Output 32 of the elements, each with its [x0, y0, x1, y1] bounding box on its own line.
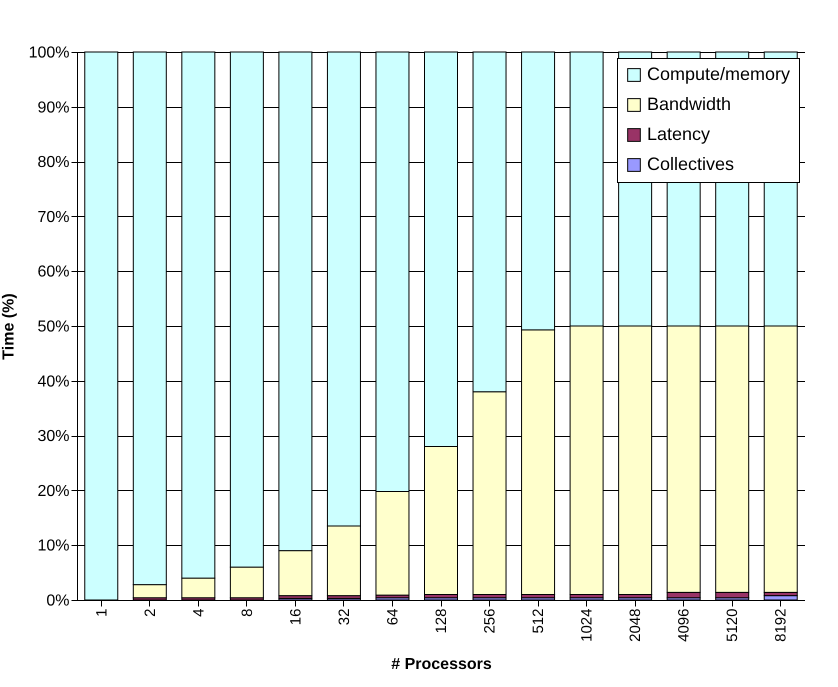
y-axis-title: Time (%): [0, 293, 18, 360]
legend-label: Collectives: [647, 154, 734, 174]
y-tick-label: 80%: [37, 154, 70, 172]
y-tick-label: 20%: [37, 482, 70, 500]
x-tick-label: 64: [384, 608, 402, 626]
x-tick-label: 16: [287, 608, 304, 626]
x-tick-label: 2048: [627, 608, 644, 642]
y-tick-label: 70%: [37, 208, 70, 226]
x-tick-label: 5120: [724, 608, 742, 642]
y-tick-label: 100%: [28, 44, 70, 62]
x-tick-label: 128: [433, 608, 450, 634]
x-tick-label: 4096: [676, 608, 693, 642]
x-tick-label: 512: [530, 608, 548, 634]
x-tick-label: 2: [142, 608, 159, 617]
y-tick-label: 90%: [37, 99, 70, 116]
legend-label: Bandwidth: [647, 94, 732, 114]
x-tick-label: 8: [238, 608, 256, 617]
legend-label: Compute/memory: [647, 64, 790, 84]
x-axis-title: # Processors: [391, 656, 492, 673]
x-tick-label: 32: [336, 608, 353, 626]
y-tick-label: 60%: [37, 264, 70, 281]
y-tick-label: 50%: [37, 318, 70, 336]
x-tick-label: 8192: [772, 608, 790, 642]
y-tick-label: 0%: [46, 592, 70, 610]
x-tick-label: 256: [482, 608, 499, 634]
x-tick-label: 1: [93, 608, 110, 617]
y-tick-label: 30%: [37, 428, 70, 446]
y-tick-label: 40%: [37, 373, 70, 390]
legend-label: Latency: [647, 124, 710, 144]
x-tick-label: 4: [190, 608, 208, 617]
x-tick-label: 1024: [578, 608, 596, 642]
y-tick-label: 10%: [37, 538, 70, 555]
